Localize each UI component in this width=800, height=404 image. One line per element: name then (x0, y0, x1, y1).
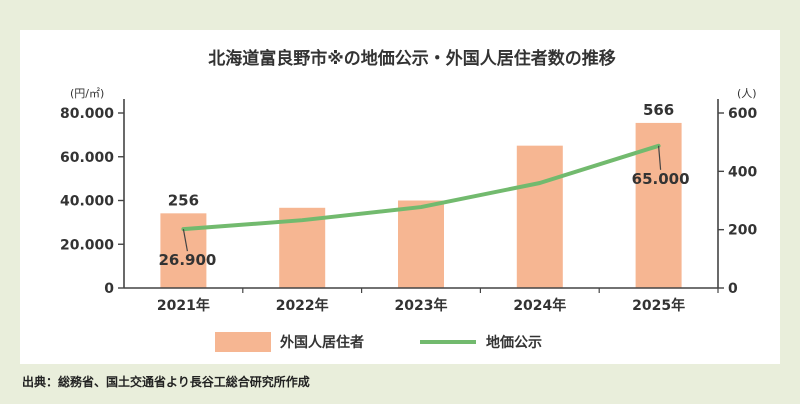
right-tick-label: 0 (728, 281, 738, 297)
line-point-3 (420, 206, 422, 208)
bar-value-label: 256 (168, 191, 199, 209)
x-tick-label: 2022年 (276, 297, 329, 314)
left-tick-label: 0 (104, 281, 114, 297)
bar-1 (160, 213, 207, 288)
line-point-4 (539, 182, 541, 184)
line-value-label: 26.900 (158, 251, 216, 269)
right-tick-label: 200 (728, 223, 757, 239)
legend-line-label: 地価公示 (486, 334, 542, 351)
left-tick-label: 40.000 (60, 194, 114, 210)
bar-3 (398, 200, 444, 288)
left-tick-label: 20.000 (60, 237, 114, 253)
legend-bar-swatch (215, 332, 271, 352)
source-note: 出典：総務省、国土交通省より長谷工総合研究所作成 (22, 375, 310, 389)
bar-4 (516, 145, 563, 288)
data-labels: 256 566 26.900 65.000 (158, 101, 689, 269)
legend-bar-label: 外国人居住者 (280, 334, 364, 351)
callout-line (182, 229, 188, 252)
legend: 外国人居住者 地価公示 (215, 332, 542, 352)
x-tick-label: 2023年 (395, 297, 448, 314)
axes: 0 20.000 40.000 60.000 80.000 0 200 400 600 2021年… (60, 99, 757, 314)
left-tick-label: 60.000 (60, 150, 114, 166)
bar-value-label: 566 (643, 101, 674, 119)
line-value-label: 65.000 (632, 170, 690, 188)
x-tick-label: 2025年 (632, 297, 685, 314)
left-axis-unit: (円/㎡) (70, 87, 104, 100)
line-point-2 (301, 219, 303, 221)
x-tick-label: 2021年 (157, 297, 210, 314)
left-tick-label: 80.000 (60, 106, 114, 122)
chart-title: 北海道富良野市※の地価公示・外国人居住者数の推移 (208, 48, 616, 69)
right-tick-label: 600 (728, 106, 757, 122)
right-tick-label: 400 (728, 164, 757, 180)
x-tick-label: 2024年 (513, 297, 566, 314)
callout-line (658, 145, 662, 170)
bar-series (160, 122, 682, 289)
right-axis-unit: (人) (737, 87, 757, 100)
